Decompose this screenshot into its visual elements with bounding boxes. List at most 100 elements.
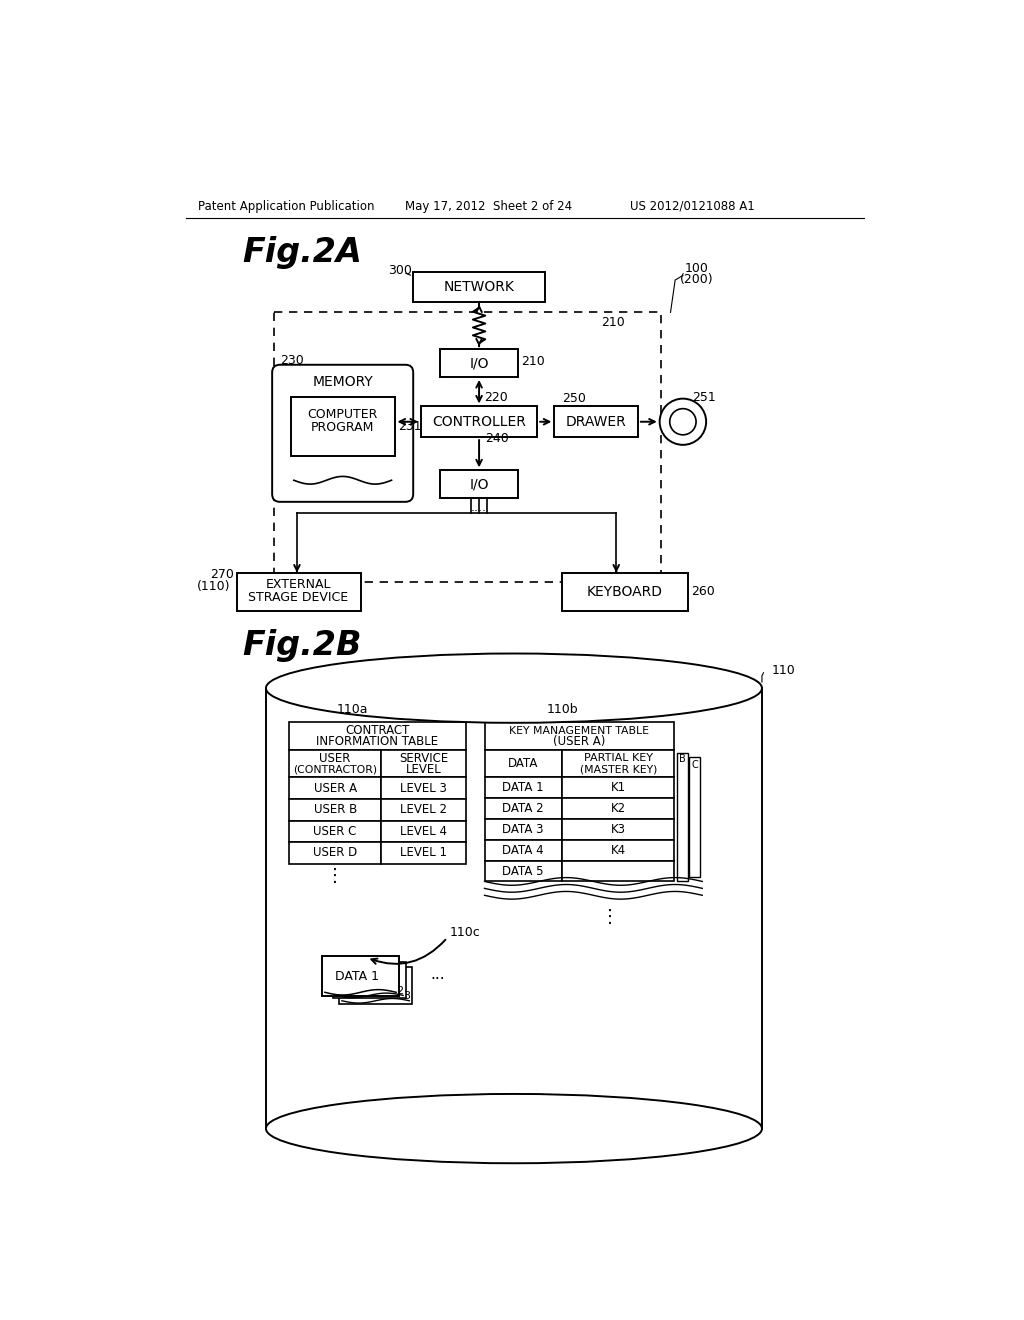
Text: (CONTRACTOR): (CONTRACTOR) (293, 764, 377, 774)
Text: (MASTER KEY): (MASTER KEY) (580, 764, 656, 774)
Text: DRAWER: DRAWER (565, 414, 627, 429)
Circle shape (659, 399, 707, 445)
Text: 240: 240 (485, 432, 509, 445)
Bar (322, 956, 399, 997)
Bar (381, 842, 466, 863)
Bar (289, 722, 466, 750)
Text: DATA 1: DATA 1 (503, 781, 544, 795)
Text: Fig.2A: Fig.2A (243, 236, 362, 269)
Text: C: C (691, 760, 698, 770)
Text: 270: 270 (210, 568, 234, 581)
Text: COMPUTER: COMPUTER (307, 408, 378, 421)
Bar (562, 840, 675, 861)
Bar (440, 470, 518, 498)
Text: CONTRACT: CONTRACT (345, 723, 410, 737)
Text: 231: 231 (397, 420, 421, 433)
Text: K3: K3 (610, 822, 626, 836)
Bar (484, 840, 562, 861)
Bar (562, 573, 687, 611)
Bar (339, 966, 413, 1003)
Text: K4: K4 (610, 843, 626, 857)
Circle shape (670, 409, 696, 434)
Bar (414, 272, 545, 302)
Text: K2: K2 (610, 803, 626, 816)
Text: DATA 1: DATA 1 (335, 970, 379, 982)
Text: (200): (200) (680, 273, 714, 286)
Text: (USER A): (USER A) (553, 735, 605, 748)
Text: US 2012/0121088 A1: US 2012/0121088 A1 (630, 199, 755, 213)
Text: DATA 5: DATA 5 (503, 865, 544, 878)
Text: STRAGE DEVICE: STRAGE DEVICE (249, 591, 348, 603)
Text: MEMORY: MEMORY (312, 375, 373, 388)
Text: ⋮: ⋮ (326, 867, 344, 884)
Text: I/O: I/O (469, 477, 488, 491)
Bar (381, 799, 466, 821)
Text: Fig.2B: Fig.2B (243, 628, 362, 661)
Bar (381, 777, 466, 799)
Bar (484, 777, 562, 799)
Bar (484, 818, 562, 840)
Text: I/O: I/O (469, 356, 488, 370)
Bar (289, 777, 381, 799)
Text: 300: 300 (388, 264, 413, 277)
Bar (677, 752, 687, 882)
Text: USER B: USER B (313, 804, 356, 816)
Text: 250: 250 (562, 392, 586, 405)
Text: INFORMATION TABLE: INFORMATION TABLE (316, 735, 438, 748)
Text: ....: .... (471, 500, 487, 513)
Text: USER C: USER C (313, 825, 356, 838)
Text: 3: 3 (402, 991, 410, 1001)
Bar (484, 722, 675, 750)
Text: ...: ... (430, 968, 444, 982)
Bar (291, 397, 394, 455)
Text: PROGRAM: PROGRAM (311, 421, 375, 434)
Bar (440, 350, 518, 378)
Bar (689, 758, 700, 876)
Text: KEYBOARD: KEYBOARD (587, 585, 663, 599)
Text: LEVEL 3: LEVEL 3 (400, 781, 446, 795)
Text: KEY MANAGEMENT TABLE: KEY MANAGEMENT TABLE (509, 726, 649, 735)
Ellipse shape (266, 1094, 762, 1163)
Text: LEVEL: LEVEL (406, 763, 441, 776)
FancyBboxPatch shape (272, 364, 414, 502)
Text: USER: USER (319, 751, 351, 764)
Text: 110: 110 (771, 664, 795, 677)
Text: 110c: 110c (450, 925, 480, 939)
Bar (237, 573, 360, 611)
Bar (484, 861, 562, 882)
Bar (484, 799, 562, 818)
Text: May 17, 2012  Sheet 2 of 24: May 17, 2012 Sheet 2 of 24 (406, 199, 572, 213)
Text: 210: 210 (521, 355, 545, 368)
Text: EXTERNAL: EXTERNAL (266, 578, 331, 591)
Bar (554, 407, 638, 437)
Bar (421, 407, 538, 437)
Text: 251: 251 (692, 391, 716, 404)
Text: 110a: 110a (337, 704, 369, 717)
Text: NETWORK: NETWORK (443, 280, 514, 294)
Bar (381, 750, 466, 777)
Text: DATA: DATA (508, 758, 539, 770)
Bar (381, 821, 466, 842)
Text: 100: 100 (684, 261, 709, 275)
Text: LEVEL 4: LEVEL 4 (400, 825, 447, 838)
Text: DATA 4: DATA 4 (503, 843, 544, 857)
Text: DATA 2: DATA 2 (503, 803, 544, 816)
Bar (562, 750, 675, 777)
Text: 260: 260 (691, 585, 715, 598)
Text: 2: 2 (396, 986, 403, 995)
Text: USER D: USER D (313, 846, 357, 859)
Text: B: B (679, 754, 685, 764)
Text: K1: K1 (610, 781, 626, 795)
Text: SERVICE: SERVICE (399, 751, 449, 764)
Bar (333, 961, 407, 998)
Ellipse shape (266, 653, 762, 723)
Bar (289, 799, 381, 821)
Text: DATA 3: DATA 3 (503, 822, 544, 836)
Text: 110b: 110b (546, 704, 578, 717)
Text: LEVEL 2: LEVEL 2 (400, 804, 447, 816)
Bar (562, 818, 675, 840)
Bar (289, 750, 381, 777)
Bar (273, 313, 662, 582)
Bar (289, 842, 381, 863)
Text: 210: 210 (601, 315, 625, 329)
